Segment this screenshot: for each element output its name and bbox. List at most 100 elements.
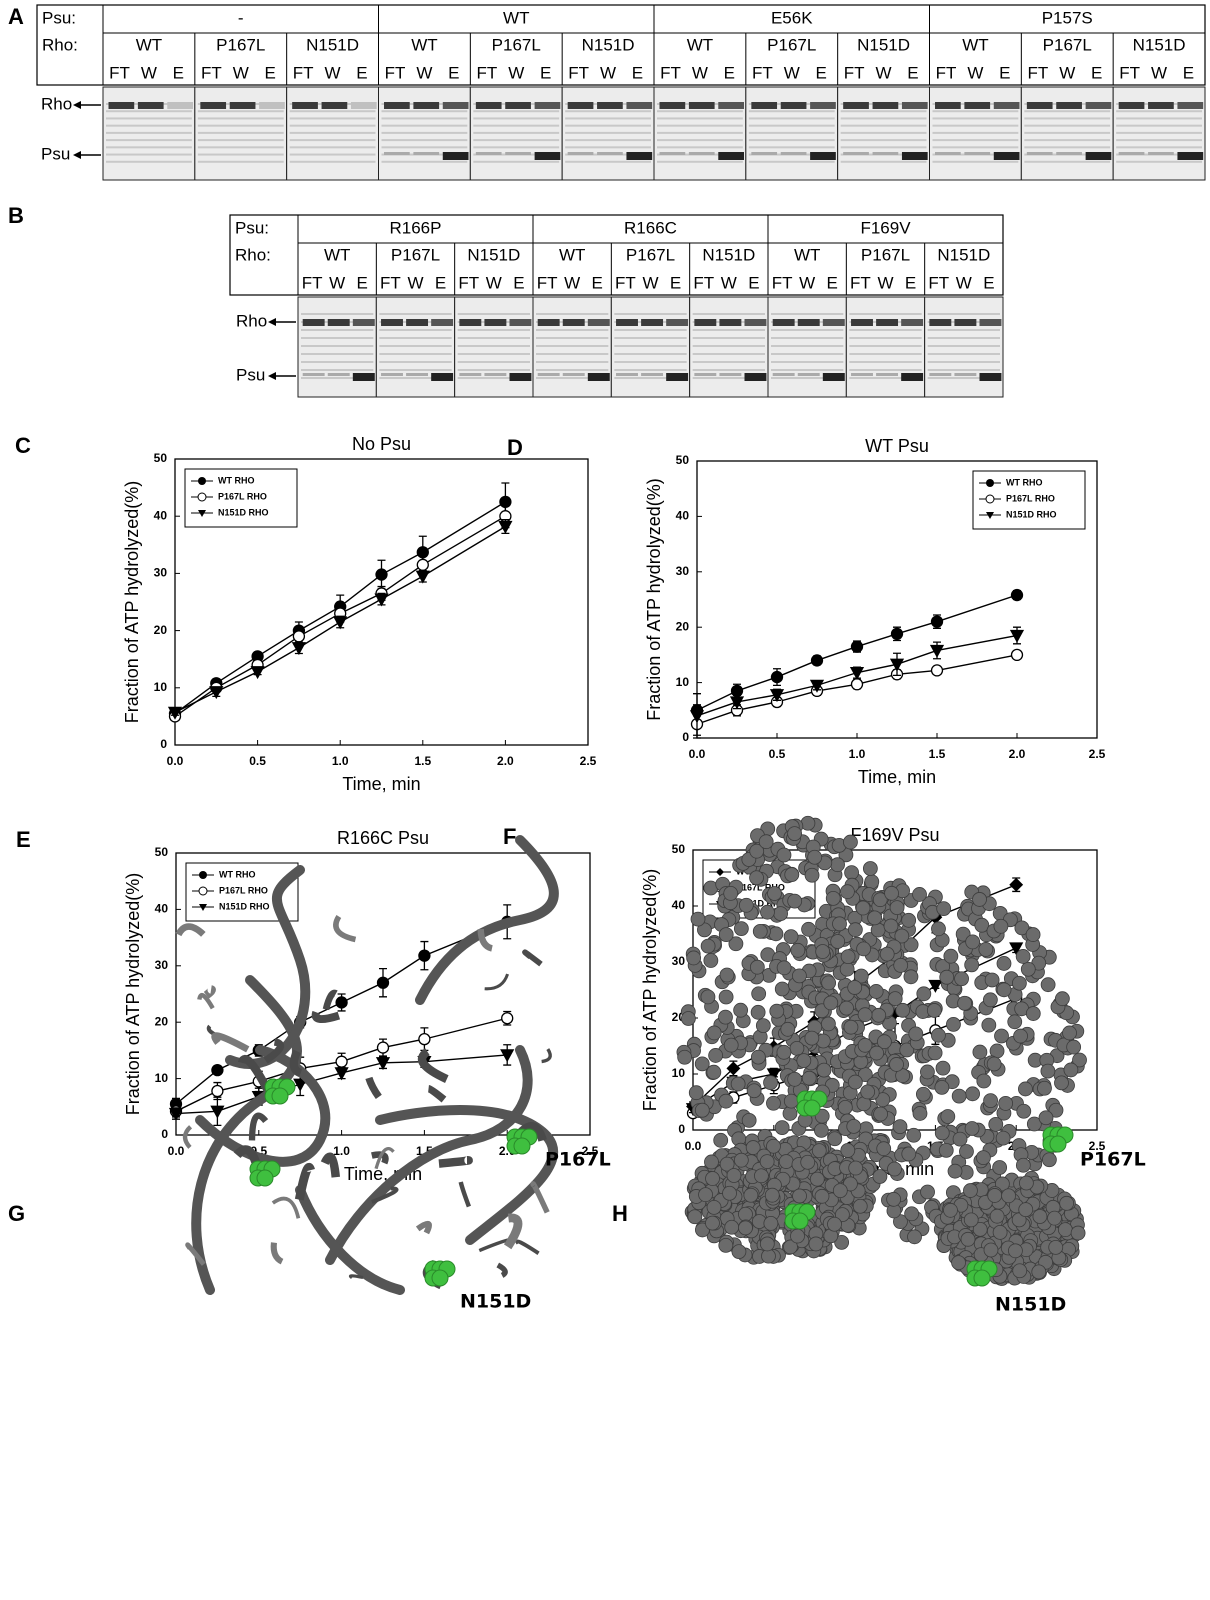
ribbon-strand <box>248 1112 269 1141</box>
atom <box>809 1171 825 1187</box>
panel-label: B <box>8 203 24 228</box>
marker <box>168 1107 184 1121</box>
gel-smear <box>197 146 284 149</box>
atom <box>899 1042 915 1058</box>
plot-frame <box>175 852 591 1136</box>
x-tick-label: 2.5 <box>1089 1139 1106 1153</box>
rho-band <box>229 102 256 109</box>
atom <box>993 918 1009 934</box>
gel-smear <box>457 369 530 371</box>
rho-variant: WT <box>687 35 713 54</box>
psu-band <box>780 152 807 155</box>
atom <box>690 911 706 927</box>
atom <box>872 892 888 908</box>
gel-smear <box>379 313 452 315</box>
lane-label: FT <box>928 273 949 292</box>
gel-smear <box>381 124 468 127</box>
gel-smear <box>457 353 530 355</box>
gel-smear <box>849 377 922 379</box>
gel-smear <box>771 313 844 315</box>
gel-smear <box>849 361 922 363</box>
series-line <box>175 1017 508 1112</box>
rho-band <box>718 102 744 109</box>
gel-smear <box>657 124 743 127</box>
atom <box>808 1236 824 1252</box>
atom <box>939 969 955 985</box>
legend-label: WT RHO <box>219 869 256 879</box>
atom <box>889 900 905 916</box>
atom <box>751 986 767 1002</box>
atom <box>832 916 847 932</box>
gel-smear <box>657 146 743 149</box>
ribbon-strand <box>175 923 206 937</box>
atom <box>846 1118 862 1134</box>
lane-label: E <box>983 273 994 292</box>
rho-band <box>350 102 377 109</box>
gel-smear <box>927 313 1000 315</box>
psu-band <box>302 373 325 376</box>
y-tick-label: 30 <box>676 564 690 578</box>
atom <box>920 1184 935 1200</box>
atom <box>738 1206 753 1222</box>
chart: C No Psu Time, min Fraction of ATP hydrolyz… <box>15 433 597 794</box>
lane-label: E <box>632 63 643 82</box>
gel-smear <box>614 345 687 347</box>
atom <box>840 1142 856 1158</box>
atom <box>893 1214 908 1230</box>
rho-band <box>562 319 585 326</box>
x-tick-label: 2.0 <box>1009 747 1026 761</box>
lane-label: W <box>329 273 345 292</box>
series-line <box>696 594 1018 711</box>
rho-band <box>327 319 350 326</box>
atom <box>733 1002 749 1018</box>
marker <box>498 520 513 534</box>
x-tick-label: 0.0 <box>167 754 184 768</box>
marker <box>415 570 430 584</box>
rho-band <box>1056 102 1082 109</box>
atom <box>759 1236 775 1252</box>
gel-smear <box>379 353 452 355</box>
rho-band <box>935 102 961 109</box>
psu-band <box>327 373 350 376</box>
rho-band <box>200 102 227 109</box>
series-line <box>174 501 506 715</box>
gel-smear <box>1024 117 1111 120</box>
atom <box>758 834 774 850</box>
rho-band <box>406 319 429 326</box>
arrow-head <box>268 372 276 380</box>
psu-band <box>666 373 689 381</box>
marker <box>1009 942 1024 956</box>
atom <box>887 1161 902 1177</box>
atom <box>972 1044 988 1060</box>
psu-band <box>597 152 623 155</box>
gel-smear <box>927 337 1000 339</box>
rho-band <box>694 319 717 326</box>
atom <box>1037 1080 1052 1096</box>
marker <box>810 654 824 667</box>
residue-label: N151D <box>995 1294 1066 1316</box>
ribbon-strand <box>365 1076 382 1100</box>
marker <box>729 696 745 710</box>
atom <box>1018 1175 1034 1191</box>
rho-band <box>352 319 375 326</box>
gel-smear <box>473 139 560 142</box>
psu-band <box>744 373 767 381</box>
rho-band <box>484 319 507 326</box>
atom <box>1054 1075 1069 1091</box>
rho-band <box>616 319 638 326</box>
psu-variant: F169V <box>860 218 911 237</box>
atom <box>1008 1243 1023 1259</box>
gel-smear <box>289 153 376 156</box>
psu-band <box>843 152 869 155</box>
atom <box>703 953 719 968</box>
psu-band <box>1056 152 1082 155</box>
marker <box>418 1032 431 1046</box>
gel-smear <box>106 146 192 149</box>
atom <box>936 901 952 916</box>
gel-smear <box>289 146 376 149</box>
y-tick-label: 0 <box>678 1122 685 1136</box>
atom <box>1048 1239 1064 1255</box>
atom <box>873 1106 888 1122</box>
atom <box>718 1237 734 1253</box>
atom <box>787 1071 803 1087</box>
